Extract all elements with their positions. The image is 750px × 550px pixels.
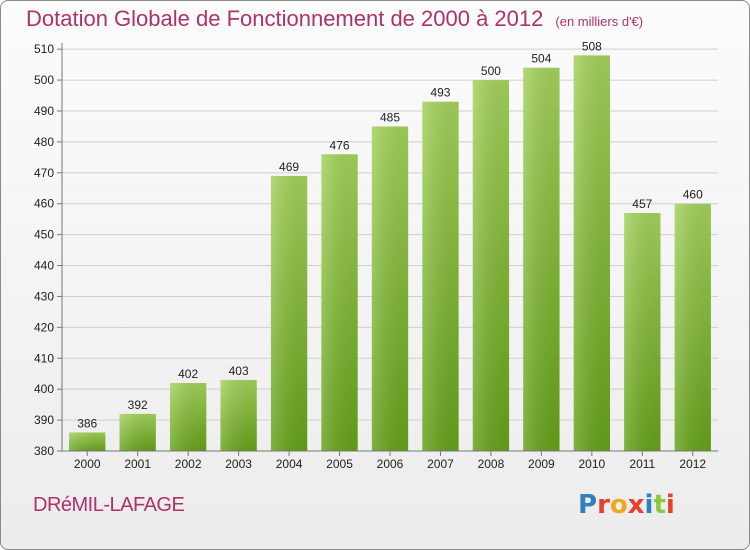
- chart-title-text: Dotation Globale de Fonctionnement de 20…: [26, 6, 544, 31]
- x-tick-label: 2006: [377, 457, 404, 471]
- bar-shade-2005: [321, 154, 358, 452]
- bar-shade-2002: [169, 383, 207, 451]
- data-label: 386: [77, 416, 97, 430]
- bar-shade-2010: [573, 55, 611, 451]
- x-tick-label: 2011: [629, 457, 655, 471]
- y-tick-label: 490: [34, 104, 54, 118]
- x-tick-label: 2009: [528, 457, 555, 471]
- bar-shade-2003: [220, 379, 257, 451]
- y-tick-label: 480: [34, 135, 54, 149]
- data-label: 485: [380, 110, 400, 124]
- y-tick-label: 440: [34, 259, 54, 273]
- x-tick-label: 2002: [175, 457, 202, 471]
- y-tick-label: 510: [34, 42, 54, 56]
- bar-shade-2009: [523, 67, 560, 452]
- x-tick-label: 2001: [124, 457, 151, 471]
- y-tick-label: 450: [34, 228, 54, 242]
- y-tick-label: 380: [34, 444, 54, 458]
- logo-letter: o: [609, 490, 628, 520]
- logo-letter: P: [578, 490, 598, 520]
- y-tick-label: 410: [34, 351, 54, 365]
- y-tick-label: 390: [34, 413, 54, 427]
- logo-letter: r: [597, 490, 610, 520]
- bar-shade-2004: [270, 175, 308, 451]
- chart-title: Dotation Globale de Fonctionnement de 20…: [26, 6, 643, 32]
- y-tick-label: 430: [34, 289, 54, 303]
- data-label: 457: [632, 197, 652, 211]
- x-tick-label: 2008: [478, 457, 505, 471]
- logo-letter: t: [653, 490, 666, 520]
- x-tick-label: 2000: [74, 457, 101, 471]
- commune-name: DRéMIL-LAFAGE: [33, 494, 185, 516]
- logo-letter: x: [627, 490, 645, 520]
- logo-letter: i: [665, 490, 675, 520]
- y-tick-label: 400: [34, 382, 54, 396]
- data-label: 392: [128, 398, 148, 412]
- x-tick-label: 2005: [326, 457, 353, 471]
- axes: [61, 43, 718, 456]
- proxiti-logo[interactable]: Proxiti: [578, 490, 675, 520]
- bar-shade-2001: [119, 413, 156, 451]
- data-label: 504: [531, 52, 551, 66]
- bar-shade-2007: [422, 101, 459, 452]
- data-label: 402: [178, 367, 198, 381]
- bar-shade-2006: [371, 126, 409, 452]
- y-tick-label: 420: [34, 320, 54, 334]
- data-label: 476: [330, 138, 350, 152]
- data-label: 469: [279, 160, 299, 174]
- y-tick-label: 460: [34, 197, 54, 211]
- data-label: 460: [683, 188, 703, 202]
- data-labels: 386 392 402 403 469 476 485 493 500 504 508 457 460: [77, 39, 703, 430]
- x-tick-label: 2003: [225, 457, 252, 471]
- x-tick-label: 2007: [427, 457, 454, 471]
- x-tick-labels: 2000 2001 2002 2003 2004 2005 2006 2007 2008 2009…: [74, 457, 707, 471]
- y-tick-labels: 380 390 400 410 420 430 440 450 460 470 480 490 500 5…: [34, 42, 54, 458]
- bar-shade-2000: [69, 432, 106, 451]
- bar-shade-2008: [472, 80, 510, 451]
- data-label: 508: [582, 39, 602, 53]
- bar-shade-2011: [624, 213, 661, 451]
- y-tick-label: 470: [34, 166, 54, 180]
- bars: [69, 55, 711, 452]
- data-label: 500: [481, 64, 501, 78]
- bar-shade-2012: [674, 203, 711, 451]
- data-label: 493: [430, 86, 450, 100]
- data-label: 403: [229, 364, 249, 378]
- logo-letter: i: [644, 490, 654, 520]
- x-tick-label: 2004: [276, 457, 303, 471]
- y-tick-label: 500: [34, 73, 54, 87]
- chart-subtitle: (en milliers d'€): [555, 14, 644, 29]
- x-tick-label: 2012: [679, 457, 706, 471]
- x-tick-label: 2010: [578, 457, 605, 471]
